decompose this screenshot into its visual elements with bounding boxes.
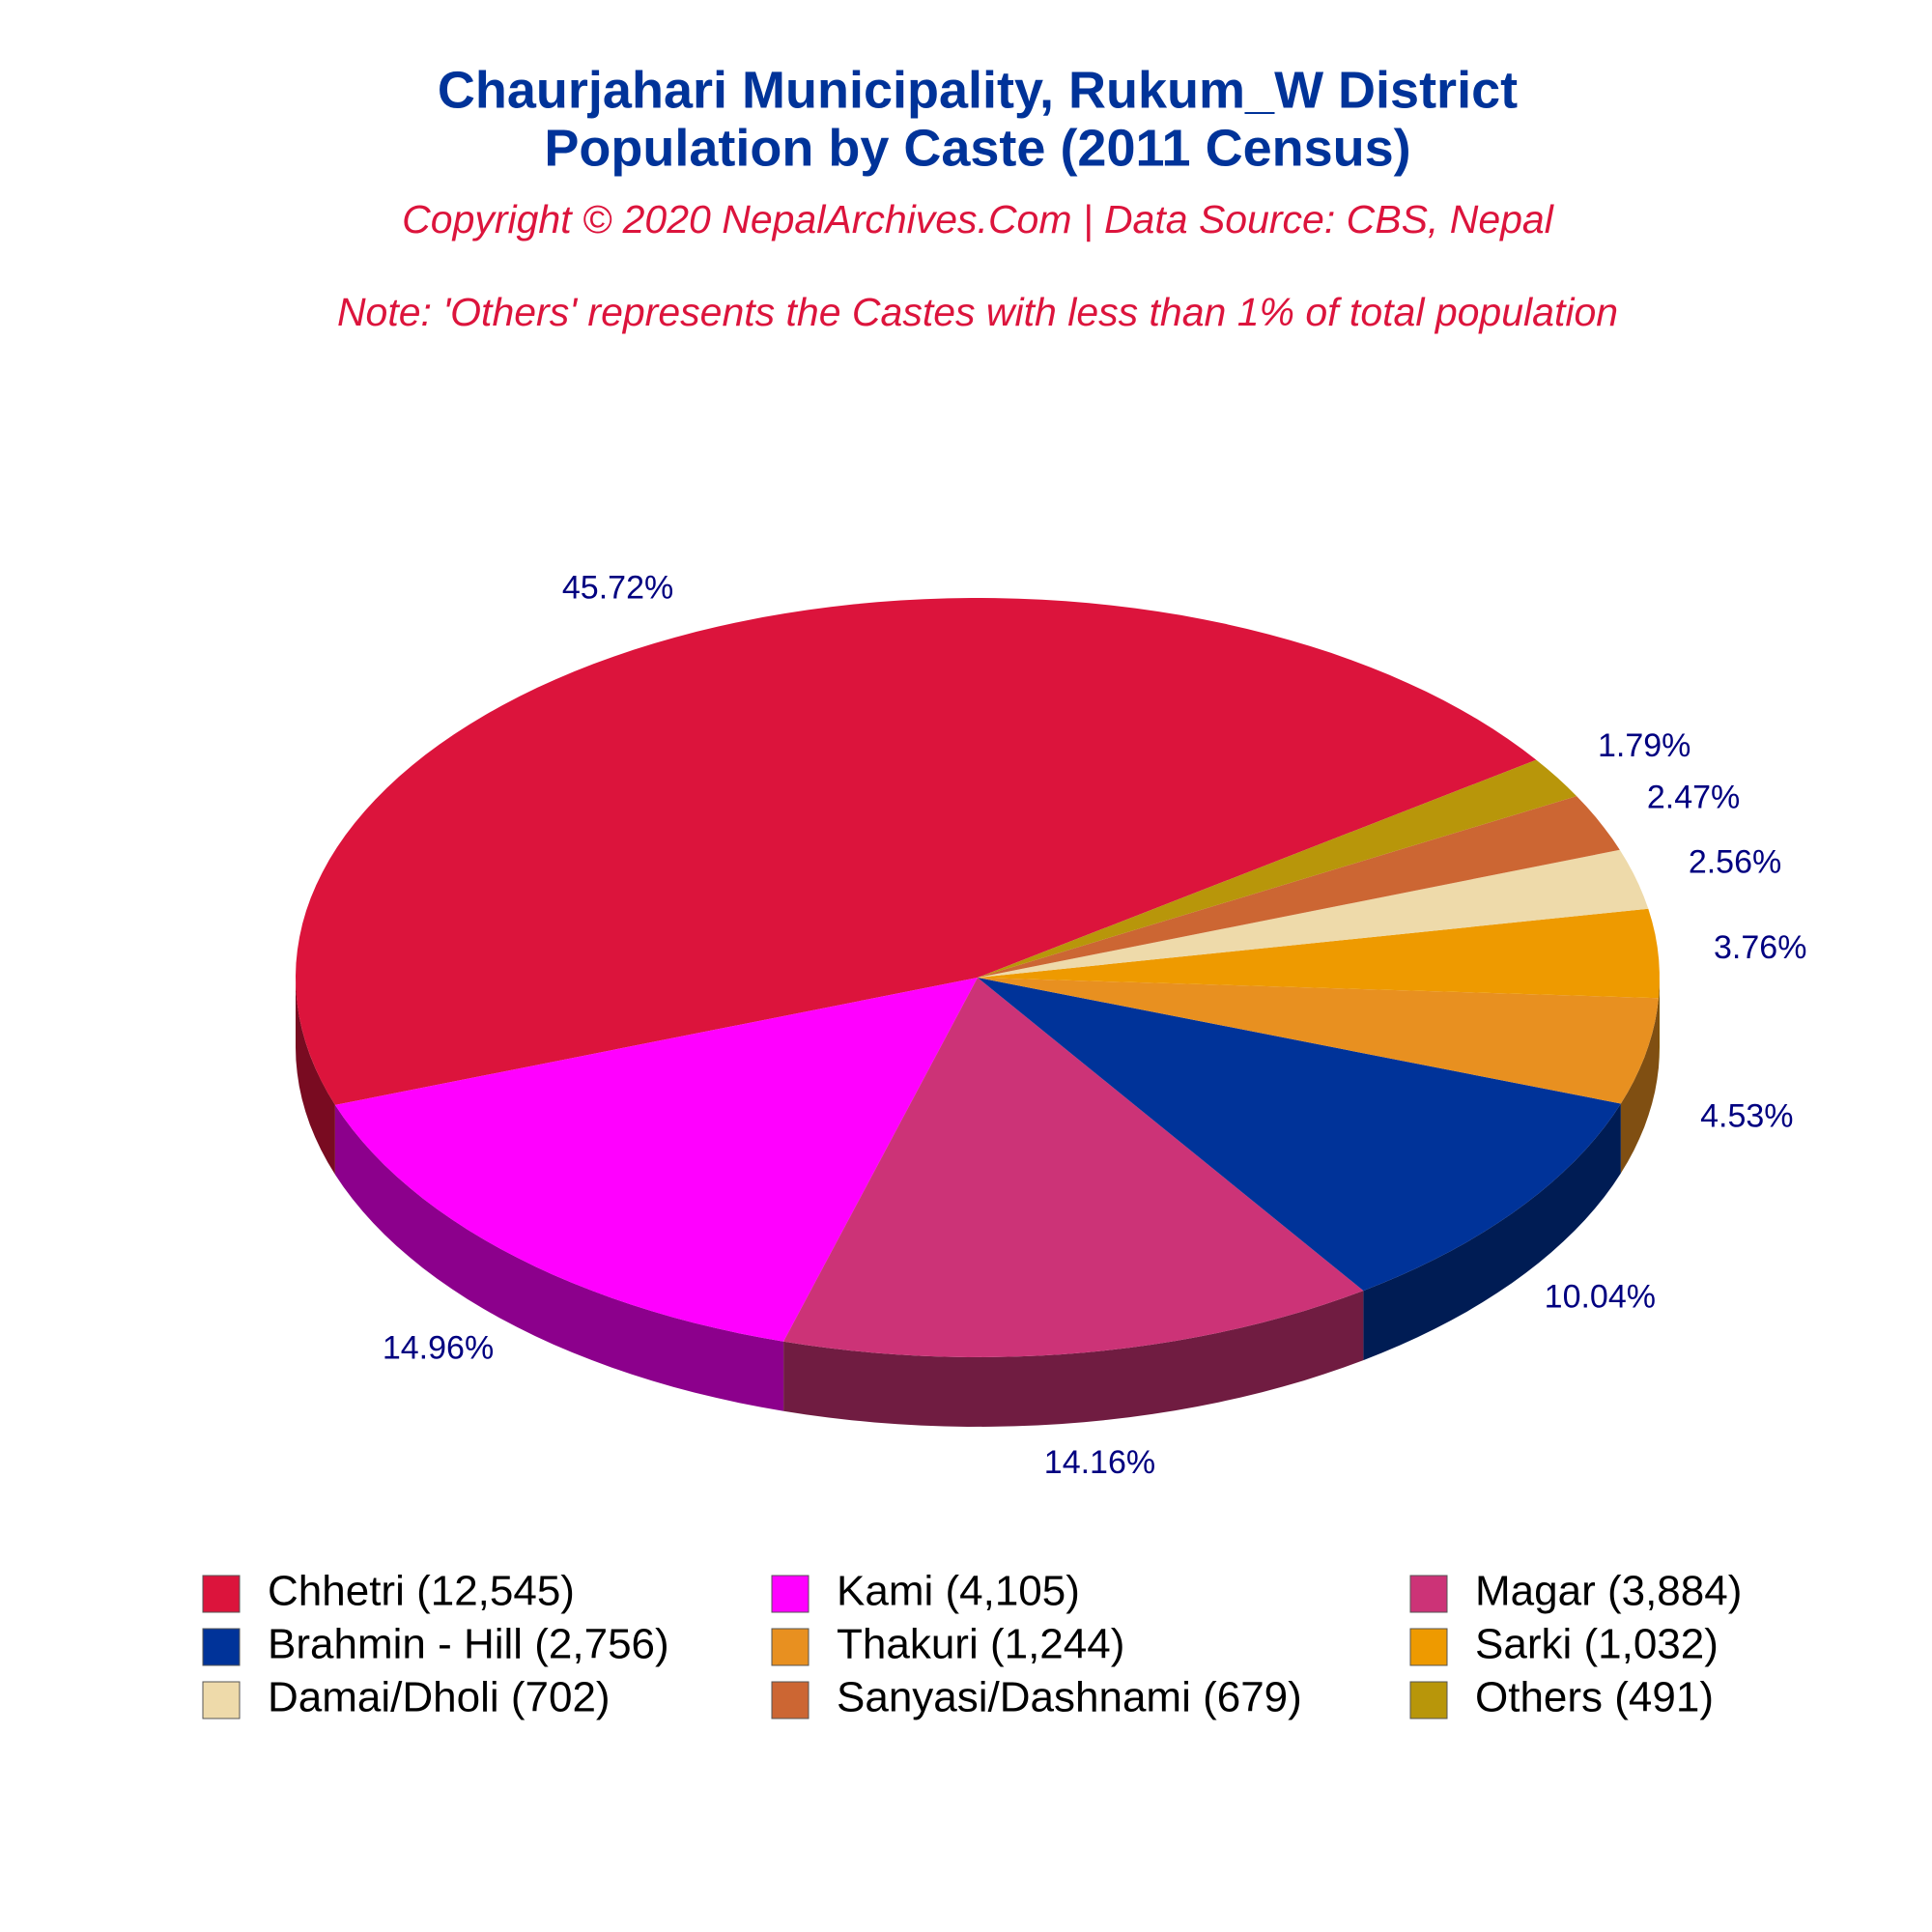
data-label: 10.04%	[1545, 1279, 1656, 1316]
pie-slice	[783, 978, 1364, 1357]
pie-side	[1620, 998, 1659, 1174]
legend-swatch	[771, 1575, 810, 1613]
pie-slice	[978, 759, 1577, 978]
pie-side	[1363, 1103, 1621, 1361]
legend-label: Sanyasi/Dashnami (679)	[837, 1674, 1302, 1721]
chart-title: Chaurjahari Municipality, Rukum_W Distri…	[438, 61, 1518, 119]
pie-side	[783, 1291, 1364, 1427]
data-label: 4.53%	[1700, 1098, 1793, 1135]
legend-label: Magar (3,884)	[1475, 1568, 1742, 1615]
pie-side	[1659, 978, 1660, 1068]
pie-slice	[978, 796, 1620, 978]
data-label: 14.96%	[383, 1330, 494, 1367]
legend-swatch	[1409, 1628, 1448, 1666]
legend-swatch	[771, 1681, 810, 1719]
pie-slice	[978, 978, 1659, 1104]
legend-label: Others (491)	[1475, 1674, 1714, 1721]
legend-label: Kami (4,105)	[837, 1568, 1080, 1615]
legend-label: Sarki (1,032)	[1475, 1621, 1719, 1668]
legend-label: Chhetri (12,545)	[268, 1568, 575, 1615]
pie-side	[296, 978, 335, 1175]
legend-swatch	[202, 1681, 241, 1719]
chart-subtitle: Copyright © 2020 NepalArchives.Com | Dat…	[402, 197, 1555, 242]
legend-label: Thakuri (1,244)	[837, 1621, 1124, 1668]
pie-side	[334, 1104, 784, 1411]
data-label: 14.16%	[1044, 1444, 1155, 1481]
pie-slice	[296, 598, 1537, 1105]
data-label: 1.79%	[1598, 727, 1690, 764]
data-label: 45.72%	[562, 569, 673, 606]
legend-swatch	[1409, 1575, 1448, 1613]
pie-slice	[978, 849, 1649, 978]
pie-slice	[334, 978, 978, 1342]
legend-label: Brahmin - Hill (2,756)	[268, 1621, 669, 1668]
chart-title: Population by Caste (2011 Census)	[544, 119, 1410, 177]
legend-swatch	[202, 1628, 241, 1666]
data-label: 2.47%	[1647, 779, 1740, 815]
data-label: 2.56%	[1689, 844, 1781, 881]
chart-note: Note: 'Others' represents the Castes wit…	[337, 290, 1618, 334]
data-label: 3.76%	[1714, 929, 1806, 966]
pie-slice	[978, 978, 1621, 1292]
legend-label: Damai/Dholi (702)	[268, 1674, 611, 1721]
legend-swatch	[1409, 1681, 1448, 1719]
legend-swatch	[771, 1628, 810, 1666]
pie-slice	[978, 908, 1660, 999]
legend-swatch	[202, 1575, 241, 1613]
